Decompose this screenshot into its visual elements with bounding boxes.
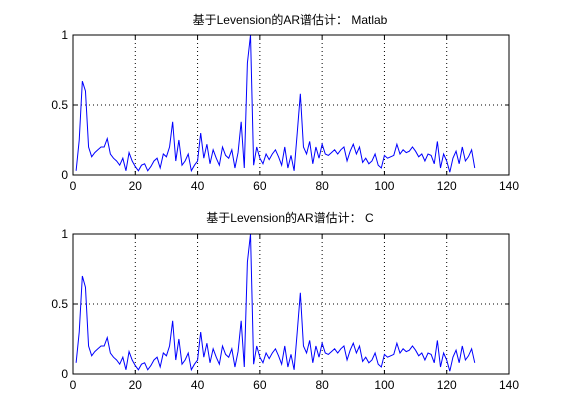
x-tick-label: 140 [499,179,519,193]
x-tick-label: 40 [191,378,205,392]
y-tick-label: 1 [61,227,68,241]
x-tick-label: 20 [129,179,143,193]
x-tick-label: 80 [315,179,329,193]
x-tick-label: 100 [374,179,394,193]
x-tick-label: 120 [437,179,457,193]
chart-title: 基于Levension的AR谱估计： Matlab [193,12,388,27]
series-line [75,34,476,173]
y-tick-label: 1 [61,28,68,42]
x-tick-label: 60 [253,378,267,392]
y-tick-labels: 00.51 [51,227,68,381]
grid-lines [73,234,509,374]
x-tick-labels: 0 20 40 60 80 100 120 140 [70,378,520,392]
x-tick-label: 20 [129,378,143,392]
x-tick-label: 0 [70,378,77,392]
axis-box [72,34,510,176]
y-tick-labels: 00.51 [51,28,68,182]
chart-title: 基于Levension的AR谱估计： C [206,210,374,225]
x-tick-label: 80 [315,378,329,392]
y-tick-label: 0 [61,168,68,182]
axis-box [72,233,510,375]
y-tick-label: 0.5 [51,98,68,112]
y-tick-label: 0.5 [51,297,68,311]
grid-lines [73,35,509,175]
x-tick-label: 40 [191,179,205,193]
x-tick-label: 100 [374,378,394,392]
x-tick-label: 60 [253,179,267,193]
series-line [75,233,476,372]
x-tick-label: 140 [499,378,519,392]
x-tick-labels: 0 20 40 60 80 100 120 140 [70,179,520,193]
x-tick-label: 0 [70,179,77,193]
y-tick-label: 0 [61,367,68,381]
x-tick-label: 120 [437,378,457,392]
subplot-c: 基于Levension的AR谱估计： C 0 20 40 60 80 100 120 140 … [51,210,519,392]
subplot-matlab: 基于Levension的AR谱估计： Matlab 0 20 40 60 80 100 12… [51,12,519,193]
